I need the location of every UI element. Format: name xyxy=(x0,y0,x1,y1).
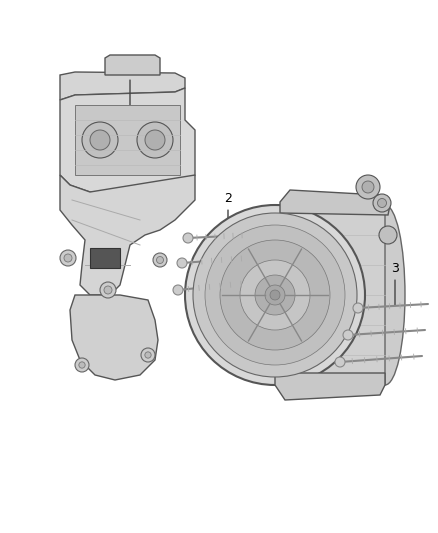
Circle shape xyxy=(263,346,281,364)
Text: 1: 1 xyxy=(126,61,134,109)
Ellipse shape xyxy=(365,205,405,385)
Circle shape xyxy=(145,130,165,150)
Circle shape xyxy=(356,175,380,199)
Circle shape xyxy=(177,258,187,268)
Circle shape xyxy=(79,362,85,368)
Polygon shape xyxy=(60,88,195,192)
Circle shape xyxy=(255,275,295,315)
Circle shape xyxy=(90,130,110,150)
Circle shape xyxy=(193,213,357,377)
Text: 3: 3 xyxy=(391,262,399,305)
Circle shape xyxy=(263,226,281,244)
Circle shape xyxy=(335,357,345,367)
Circle shape xyxy=(185,205,365,385)
Circle shape xyxy=(64,254,72,262)
Circle shape xyxy=(173,285,183,295)
Polygon shape xyxy=(275,205,385,385)
Circle shape xyxy=(270,290,280,300)
Circle shape xyxy=(240,260,310,330)
Circle shape xyxy=(104,286,112,294)
Polygon shape xyxy=(60,175,195,295)
Circle shape xyxy=(205,225,345,365)
Circle shape xyxy=(379,226,397,244)
Circle shape xyxy=(362,181,374,193)
Polygon shape xyxy=(60,72,185,100)
Circle shape xyxy=(156,256,163,263)
Circle shape xyxy=(75,358,89,372)
Circle shape xyxy=(378,198,386,207)
Circle shape xyxy=(60,250,76,266)
Polygon shape xyxy=(280,190,390,215)
Circle shape xyxy=(220,240,330,350)
Circle shape xyxy=(82,122,118,158)
Polygon shape xyxy=(90,248,120,268)
Circle shape xyxy=(137,122,173,158)
Polygon shape xyxy=(70,295,158,380)
Circle shape xyxy=(141,348,155,362)
Circle shape xyxy=(353,303,363,313)
Circle shape xyxy=(145,352,151,358)
Polygon shape xyxy=(105,55,160,75)
Circle shape xyxy=(100,282,116,298)
Circle shape xyxy=(373,194,391,212)
Circle shape xyxy=(265,285,285,305)
Polygon shape xyxy=(275,373,385,400)
Circle shape xyxy=(153,253,167,267)
Circle shape xyxy=(183,233,193,243)
Polygon shape xyxy=(75,105,180,175)
Text: 2: 2 xyxy=(224,191,232,235)
Circle shape xyxy=(343,330,353,340)
